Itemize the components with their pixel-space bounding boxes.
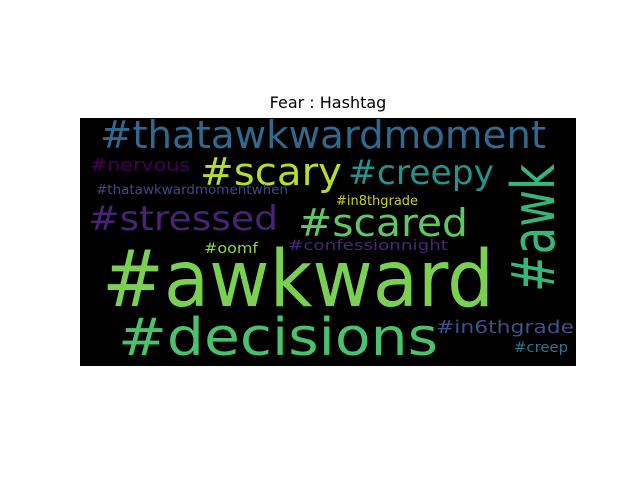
word-scary: #scary: [200, 150, 342, 194]
word-awkward: #awkward: [102, 235, 494, 325]
word-thatawkwardmoment: #thatawkwardmoment: [100, 118, 546, 157]
chart-title: Fear : Hashtag: [269, 93, 387, 112]
word-oomf: #oomf: [204, 241, 259, 257]
word-confessionnight: #confessionnight: [288, 238, 449, 254]
word-awk: #awk: [499, 164, 569, 292]
word-creepy: #creepy: [348, 153, 494, 193]
word-scared: #scared: [298, 201, 468, 245]
word-nervous: #nervous: [90, 155, 190, 176]
word-decisions: #decisions: [118, 308, 438, 366]
word-stressed: #stressed: [88, 199, 278, 239]
word-creep: #creep: [514, 340, 568, 356]
word-in6thgrade: #in6thgrade: [436, 317, 574, 338]
word-cloud-canvas: #thatawkwardmoment #scary #creepy #nervous #…: [80, 118, 576, 366]
word-in8thgrade: #in8thgrade: [336, 194, 418, 209]
word-thatawkwardmomentwhen: #thatawkwardmomentwhen: [96, 183, 288, 198]
word-cloud-svg: #thatawkwardmoment#scary #creepy #nervous #…: [88, 118, 574, 366]
